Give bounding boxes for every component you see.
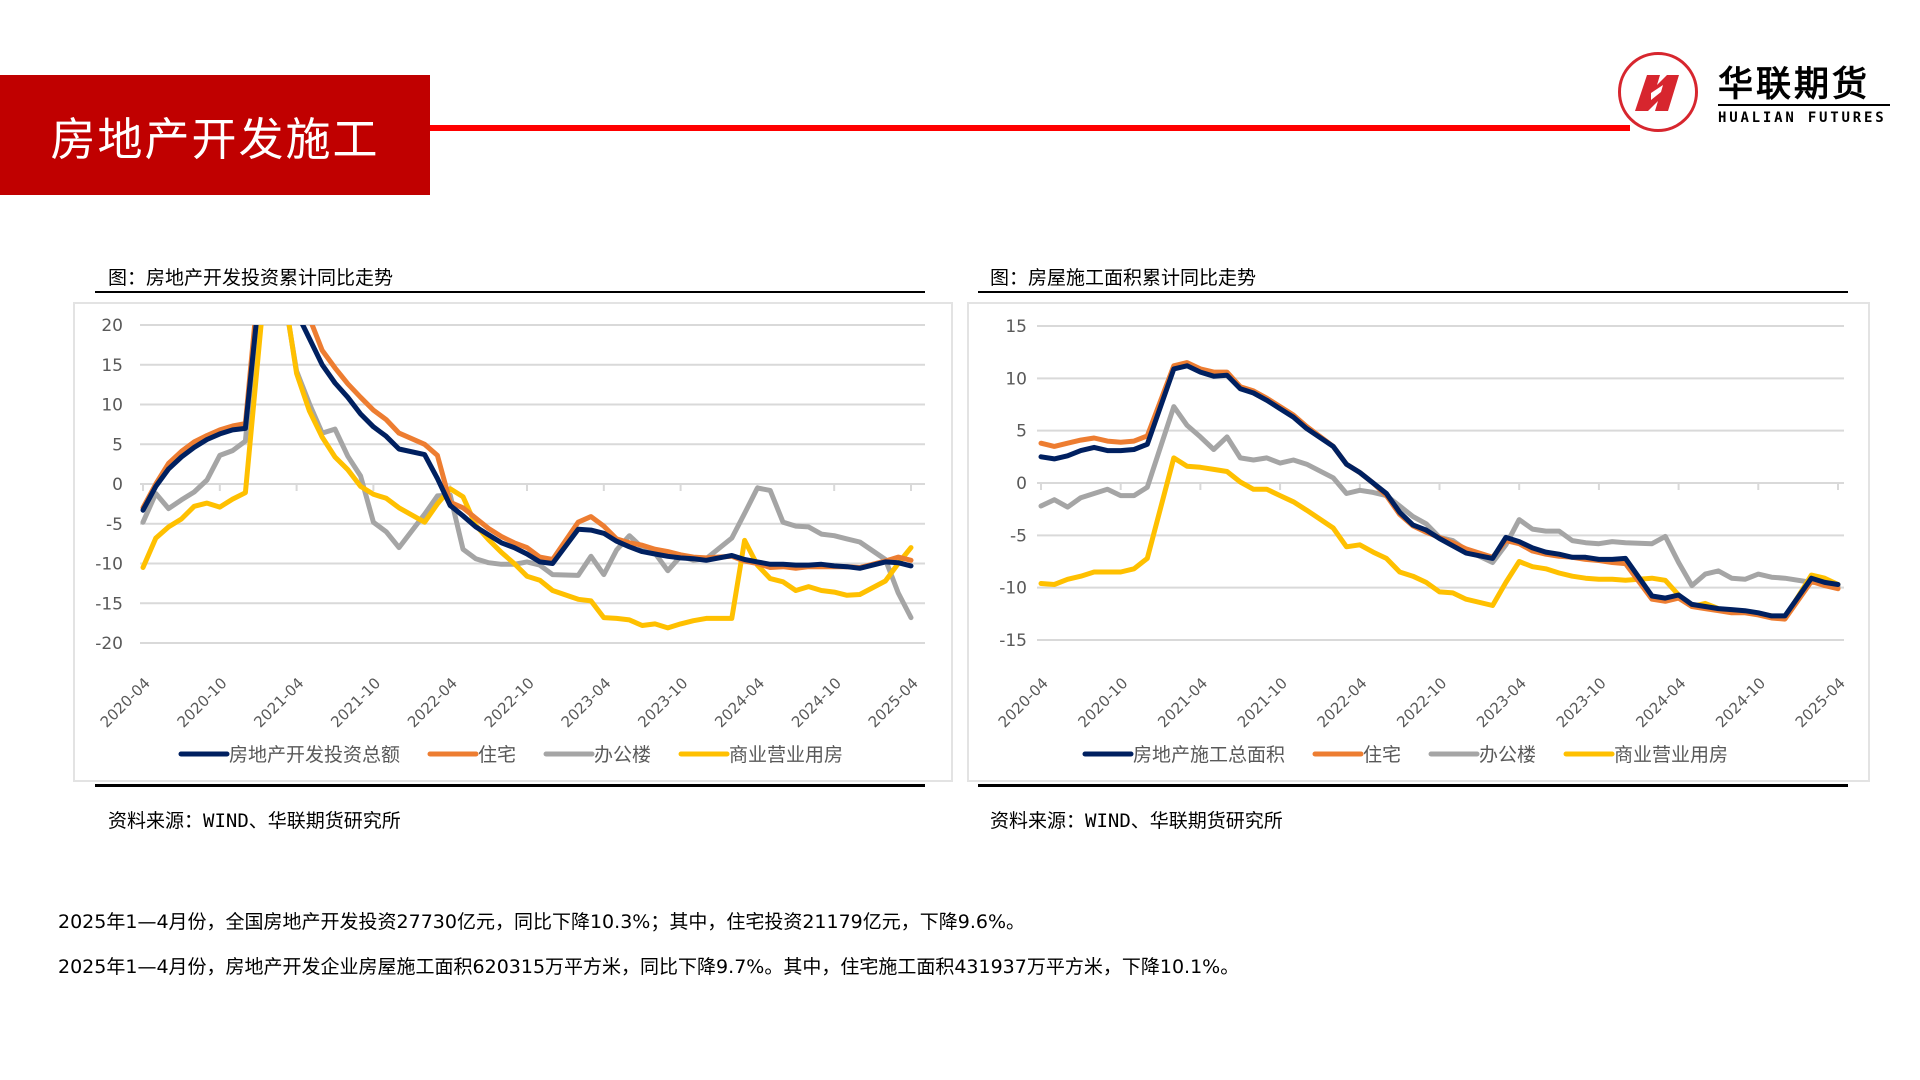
y-tick-label: 15: [1005, 317, 1027, 337]
legend-label: 住宅: [1363, 744, 1401, 766]
legend-label: 住宅: [478, 744, 516, 766]
header-divider: [430, 125, 1630, 131]
logo-n-icon: [1618, 52, 1698, 132]
y-tick-label: 20: [101, 316, 123, 336]
x-tick-label: 2023-04: [1473, 674, 1530, 731]
legend-label: 商业营业用房: [1614, 744, 1728, 766]
x-tick-label: 2021-04: [250, 674, 307, 731]
x-tick-label: 2022-10: [1393, 674, 1450, 731]
x-tick-label: 2022-04: [1314, 674, 1371, 731]
y-tick-label: -15: [999, 631, 1027, 651]
legend-label: 房地产开发投资总额: [229, 744, 400, 766]
brand-name-en: HUALIAN FUTURES: [1718, 110, 1887, 126]
x-tick-label: 2024-04: [1632, 674, 1689, 731]
source-rule: [95, 784, 925, 787]
y-tick-label: -10: [95, 555, 123, 575]
section-title-banner: 房地产开发施工: [0, 75, 430, 195]
line-chart-construction-area: 15 10 5 0 -5 -10 -15 2020-04 2020-10 2021-04 2021-…: [995, 317, 1849, 766]
x-tick-label: 2023-10: [634, 674, 691, 731]
legend-label: 办公楼: [1479, 744, 1536, 766]
source-note: 资料来源：WIND、华联期货研究所: [990, 810, 1283, 832]
series-line: [1038, 404, 1841, 590]
chart-construction-area: 15 10 5 0 -5 -10 -15 2020-04 2020-10 2021-04 2021-…: [967, 302, 1870, 782]
series-line: [140, 325, 914, 621]
x-tick-label: 2021-04: [1154, 674, 1211, 731]
legend-label: 商业营业用房: [729, 744, 843, 766]
x-tick-label: 2022-04: [404, 674, 461, 731]
x-tick-label: 2025-04: [1792, 674, 1849, 731]
y-tick-label: -5: [1010, 526, 1027, 546]
x-tick-label: 2022-10: [481, 674, 538, 731]
x-tick-label: 2021-10: [327, 674, 384, 731]
source-note: 资料来源：WIND、华联期货研究所: [108, 810, 401, 832]
chart-title-rule: [978, 291, 1848, 293]
y-tick-label: 0: [1016, 474, 1027, 494]
y-tick-label: 10: [101, 396, 123, 416]
series-line: [140, 325, 914, 571]
series-line: [140, 325, 914, 631]
x-tick-label: 2020-04: [97, 674, 154, 731]
chart-title-construction-area: 图：房屋施工面积累计同比走势: [990, 267, 1257, 289]
x-tick-label: 2023-10: [1553, 674, 1610, 731]
x-tick-label: 2020-04: [995, 674, 1052, 731]
brand-logo: 华联期货 HUALIAN FUTURES: [1618, 52, 1898, 134]
line-chart-investment: 20 15 10 5 0 -5 -10 -15 -20 2020-04 2020-10 2021-04…: [95, 316, 925, 766]
chart-investment: 20 15 10 5 0 -5 -10 -15 -20 2020-04 2020-10 2021-04…: [73, 302, 953, 782]
x-tick-label: 2024-10: [788, 674, 845, 731]
y-tick-label: 5: [112, 435, 123, 455]
legend-label: 房地产施工总面积: [1133, 744, 1285, 766]
x-tick-label: 2024-10: [1712, 674, 1769, 731]
y-tick-label: -15: [95, 594, 123, 614]
y-tick-label: 15: [101, 356, 123, 376]
x-tick-label: 2020-10: [174, 674, 231, 731]
y-tick-label: 0: [112, 475, 123, 495]
section-title: 房地产开发施工: [50, 112, 380, 166]
legend-label: 办公楼: [594, 744, 651, 766]
x-tick-label: 2024-04: [711, 674, 768, 731]
x-tick-label: 2021-10: [1234, 674, 1291, 731]
x-tick-label: 2023-04: [558, 674, 615, 731]
y-tick-label: -5: [106, 515, 123, 535]
y-tick-label: 10: [1005, 369, 1027, 389]
chart-title-investment: 图：房地产开发投资累计同比走势: [108, 267, 394, 289]
chart-title-rule: [95, 291, 925, 293]
summary-investment: 2025年1—4月份，全国房地产开发投资27730亿元，同比下降10.3%；其中…: [58, 911, 1026, 933]
y-tick-label: -10: [999, 579, 1027, 599]
y-tick-label: -20: [95, 634, 123, 654]
brand-name-cn: 华联期货: [1718, 65, 1871, 105]
x-tick-label: 2020-10: [1074, 674, 1131, 731]
summary-construction-area: 2025年1—4月份，房地产开发企业房屋施工面积620315万平方米，同比下降9…: [58, 956, 1240, 978]
x-tick-label: 2025-04: [865, 674, 922, 731]
series-line: [1038, 363, 1841, 619]
brand-divider: [1718, 104, 1890, 106]
y-tick-label: 5: [1016, 422, 1027, 442]
series-line: [140, 325, 914, 571]
source-rule: [978, 784, 1848, 787]
